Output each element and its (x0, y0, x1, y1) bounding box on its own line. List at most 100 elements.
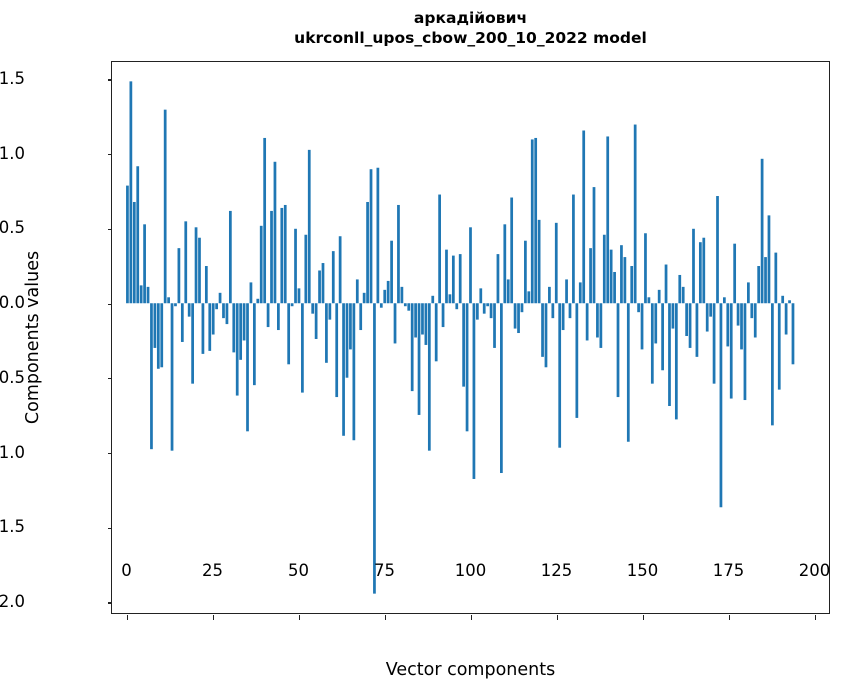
bar (228, 210, 232, 304)
bar (743, 303, 747, 401)
bar (640, 303, 644, 350)
bar (788, 300, 791, 304)
bar-series (126, 81, 795, 594)
bar (352, 303, 356, 441)
bar (307, 149, 311, 304)
bar (331, 251, 335, 304)
bar (688, 303, 692, 348)
bar (373, 303, 376, 594)
bar (397, 204, 400, 304)
x-axis-label: Vector components (385, 660, 556, 680)
bar (777, 303, 781, 390)
bar (342, 303, 345, 436)
bar (510, 197, 514, 304)
bar (170, 303, 174, 451)
chart-title-line-1: аркадійович (413, 9, 528, 27)
bar (527, 291, 531, 304)
bar (630, 266, 634, 304)
bar (441, 303, 445, 328)
bar (633, 124, 637, 304)
bar (328, 303, 332, 320)
bar (349, 303, 352, 350)
bar (184, 221, 188, 304)
bar (736, 303, 740, 326)
bar (266, 303, 270, 328)
bar (753, 303, 757, 338)
y-tick-label: −2.0 (0, 592, 25, 612)
bar (451, 255, 455, 304)
bar (198, 237, 201, 304)
bar (424, 303, 428, 345)
y-tick-label: 1.5 (0, 68, 25, 88)
bar (767, 215, 771, 304)
bar (572, 194, 575, 304)
y-tick-mark (107, 452, 112, 455)
bar (537, 219, 541, 304)
bar (167, 297, 170, 304)
bar (616, 303, 620, 398)
bar (561, 303, 565, 331)
bar (280, 207, 284, 304)
bar (335, 303, 339, 398)
bar (448, 294, 452, 304)
bar (664, 264, 668, 304)
bar (722, 297, 726, 304)
bar (407, 303, 411, 311)
bar (685, 303, 689, 337)
bar (589, 248, 592, 304)
bar (568, 303, 572, 319)
bar (359, 303, 363, 331)
bar (421, 303, 424, 335)
bar (187, 303, 191, 317)
bar (174, 303, 177, 307)
bar (475, 303, 479, 320)
bar (465, 303, 469, 432)
y-tick-mark (107, 154, 112, 156)
x-tick-mark (556, 615, 559, 620)
bar (558, 303, 562, 448)
bar (575, 303, 579, 418)
bar (362, 292, 366, 304)
bar (177, 248, 181, 304)
bar (301, 303, 304, 393)
bar (283, 204, 287, 304)
bar (486, 303, 490, 307)
y-tick-mark (107, 527, 112, 529)
bar (760, 158, 764, 304)
x-tick-mark (814, 615, 817, 620)
bar (578, 282, 582, 304)
y-tick-label: 1.0 (0, 143, 25, 163)
bar (620, 245, 623, 304)
y-tick-mark (107, 303, 112, 305)
bar (393, 303, 397, 344)
bar (390, 240, 393, 304)
bar (654, 303, 658, 344)
bar (626, 303, 630, 442)
bar (318, 270, 321, 304)
bar (180, 303, 184, 342)
chart-title: аркадійович ukrconll_upos_cbow_200_10_20… (111, 8, 830, 48)
bar (369, 169, 373, 304)
bar (153, 303, 157, 348)
bar (774, 252, 778, 304)
x-tick-label: 175 (712, 561, 745, 580)
bar (191, 303, 194, 384)
x-tick-label: 150 (626, 561, 659, 580)
bar (400, 286, 404, 304)
bar (455, 303, 459, 310)
bar (242, 303, 246, 341)
bar (719, 303, 723, 508)
bar (252, 303, 256, 386)
x-tick-mark (126, 615, 129, 620)
bar (613, 271, 616, 304)
bar (609, 249, 613, 304)
bar (434, 303, 438, 362)
bar (146, 286, 150, 304)
bar (132, 201, 136, 304)
bar (294, 228, 297, 304)
bar (784, 303, 788, 335)
bar (472, 303, 476, 479)
bar (321, 263, 325, 304)
y-tick-mark (107, 378, 112, 380)
bar (681, 286, 685, 304)
